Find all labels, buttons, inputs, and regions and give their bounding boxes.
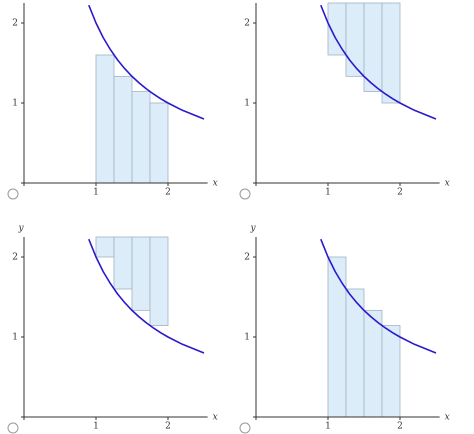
riemann-rect [381,325,401,418]
x-tick-label: 2 [165,422,171,432]
x-axis-label: x [445,179,450,189]
radio-option[interactable] [7,422,19,434]
riemann-rect [363,309,383,418]
x-axis-label: x [213,413,218,423]
y-tick-label: 1 [244,333,250,343]
riemann-rect [95,54,115,184]
riemann-rect [113,236,133,290]
riemann-rect [381,2,401,104]
y-axis-label: y [17,224,24,234]
chart: x y 1 2 1 2 [12,224,217,432]
y-tick-label: 1 [12,99,18,109]
riemann-rect [131,236,151,311]
y-tick-label: 2 [244,253,250,263]
y-axis-label: y [249,224,256,234]
radio-option[interactable] [239,422,251,434]
curve [320,4,437,120]
x-tick-label: 2 [397,188,403,198]
chart: x 1 2 1 2 [244,2,450,198]
curve [88,238,205,354]
x-tick-label: 1 [93,422,99,432]
x-tick-label: 1 [325,422,331,432]
x-tick-label: 1 [93,188,99,198]
chart: x 1 2 1 2 [12,3,218,198]
curve [320,238,437,354]
riemann-rect [131,91,151,184]
y-tick-label: 2 [12,253,18,263]
x-axis-label: x [213,179,218,189]
y-tick-label: 2 [12,19,18,29]
riemann-rect [149,102,169,184]
radio-option[interactable] [239,188,251,200]
chart: x y 1 2 1 2 [244,224,449,432]
riemann-rect [113,75,133,184]
riemann-rect [149,236,169,326]
y-tick-label: 2 [244,19,250,29]
y-tick-label: 1 [244,99,250,109]
riemann-rect [327,256,347,418]
x-axis-label: x [445,413,450,423]
riemann-rect [95,236,115,258]
x-tick-label: 1 [325,188,331,198]
x-tick-label: 2 [165,188,171,198]
curve [88,4,205,120]
y-tick-label: 1 [12,333,18,343]
x-tick-label: 2 [397,422,403,432]
radio-option[interactable] [7,188,19,200]
